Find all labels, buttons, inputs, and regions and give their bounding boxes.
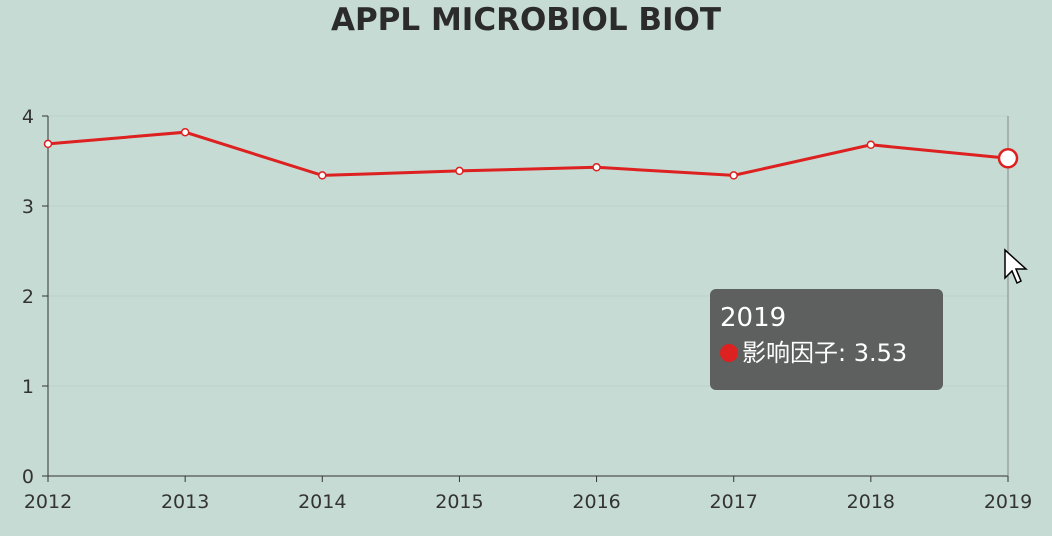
data-point: [455, 166, 464, 176]
mouse-cursor-icon: [1004, 248, 1028, 285]
series-line: [47, 130, 1009, 177]
chart-title: APPL MICROBIOL BIOT: [330, 2, 722, 38]
y-tick-label: 3: [22, 196, 34, 218]
y-tick-label: 0: [22, 466, 34, 488]
x-tick-label: 2017: [710, 491, 758, 513]
y-tick-label: 4: [22, 106, 34, 128]
tooltip-row: 影响因子: 3.53: [720, 335, 933, 371]
x-tick-label: 2018: [847, 491, 895, 513]
x-tick-label: 2015: [435, 491, 483, 513]
x-tick-label: 2019: [984, 491, 1032, 513]
data-point: [592, 163, 601, 172]
x-tick-label: 2014: [298, 491, 346, 513]
tooltip-value: 影响因子: 3.53: [742, 339, 908, 367]
data-point-highlighted: [997, 148, 1019, 169]
data-point: [43, 139, 53, 149]
tooltip-title: 2019: [720, 303, 787, 333]
y-tick-label: 2: [22, 286, 34, 308]
x-tick-label: 2016: [572, 491, 620, 513]
data-point: [318, 171, 327, 180]
x-tick-label: 2012: [24, 491, 72, 513]
data-point: [729, 171, 738, 180]
y-tick-label: 1: [22, 376, 34, 398]
tooltip: 2019 影响因子: 3.53: [710, 289, 943, 390]
series-marker-icon: [720, 344, 738, 362]
data-point: [180, 127, 190, 137]
data-point: [866, 140, 876, 150]
x-tick-label: 2013: [161, 491, 209, 513]
